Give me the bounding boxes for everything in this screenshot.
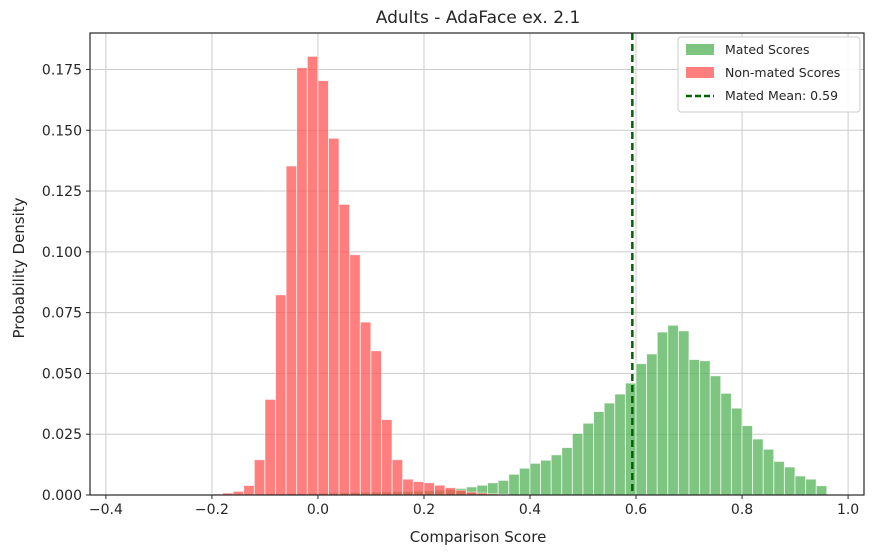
x-tick-label-7: 1.0 [837,502,859,518]
bar-series-1-bin-28 [402,478,414,496]
bar-series-0-bin-39 [614,393,626,496]
bar-series-1-bin-31 [434,484,446,496]
bar-series-0-bin-53 [762,448,775,496]
bar-series-0-bin-31 [529,462,541,496]
x-tick-label-5: 0.6 [625,502,647,518]
bar-series-1-bin-14 [253,459,266,496]
y-tick-label-2: 0.050 [42,366,82,382]
bar-series-0-bin-27 [487,482,499,496]
chart-title: Adults - AdaFace ex. 2.1 [376,8,581,28]
bar-series-0-bin-57 [805,478,817,496]
bar-series-1-bin-13 [243,485,255,496]
bar-series-0-bin-50 [731,407,743,496]
bar-series-0-bin-29 [508,473,520,496]
bar-series-1-bin-24 [359,321,372,496]
bar-series-0-bin-33 [550,454,563,496]
x-tick-label-6: 0.8 [731,502,753,518]
bar-series-1-bin-20 [317,80,329,496]
bar-series-0-bin-36 [582,422,594,496]
y-axis-label: Probability Density [10,197,28,338]
x-tick-label-3: 0.2 [413,502,435,518]
bar-series-1-bin-16 [275,294,287,496]
bar-series-0-bin-47 [699,360,711,496]
bar-series-0-bin-37 [593,411,605,496]
bar-series-0-bin-48 [709,375,722,496]
bar-series-0-bin-49 [720,392,732,496]
bar-series-0-bin-41 [635,363,647,496]
bar-series-0-bin-44 [667,324,679,496]
legend-label-mated: Mated Scores [725,42,809,57]
x-tick-label-4: 0.4 [519,502,541,518]
bar-series-0-bin-45 [678,330,690,496]
y-tick-label-7: 0.175 [42,62,82,78]
legend-label-mated-mean: Mated Mean: 0.59 [725,88,838,103]
bar-series-0-bin-32 [540,459,552,496]
bar-series-0-bin-51 [741,425,753,496]
bar-series-0-bin-42 [646,353,658,496]
legend-box [677,36,861,113]
bar-series-0-bin-55 [784,466,796,496]
plot-frame [89,32,865,496]
legend: Mated Scores Non-mated Scores Mated Mean… [677,36,861,113]
y-tick-label-4: 0.100 [42,245,82,261]
y-tick-label-1: 0.025 [42,427,82,443]
bar-series-1-bin-32 [444,487,457,496]
bar-series-1-bin-21 [328,137,340,496]
bar-series-0-bin-28 [497,480,510,496]
x-tick-label-2: 0.0 [307,502,329,518]
bar-series-0-bin-46 [688,359,700,496]
bar-series-1-bin-25 [370,350,382,496]
bar-series-1-bin-15 [264,399,276,496]
bar-series-1-bin-19 [306,55,319,496]
x-axis-label: Comparison Score [410,528,547,546]
bar-series-1-bin-27 [391,459,404,496]
bar-series-0-bin-54 [773,461,785,496]
x-tick-label-1: −0.2 [195,502,229,518]
x-axis-ticks: −0.4 −0.2 0.0 0.2 0.4 0.6 0.8 1.0 [89,495,859,518]
bar-series-0-bin-52 [752,438,764,496]
bar-series-1-bin-17 [285,165,297,496]
bar-series-0-bin-43 [656,331,669,496]
legend-label-non-mated: Non-mated Scores [725,65,840,80]
bar-series-1-bin-26 [381,419,393,496]
bar-series-0-bin-38 [603,402,616,496]
bar-series-1-bin-23 [349,254,361,496]
y-axis-ticks: 0.000 0.025 0.050 0.075 0.100 0.125 0.150 0.175 [42,62,90,504]
y-tick-label-6: 0.150 [42,123,82,139]
bar-series-1-bin-30 [423,482,435,496]
y-tick-label-3: 0.075 [42,306,82,322]
legend-swatch-mated [686,44,714,55]
y-tick-label-0: 0.000 [42,488,82,504]
bar-series-0-bin-58 [815,485,828,496]
bar-series-1-bin-29 [412,481,425,496]
bar-series-1-bin-18 [296,67,308,496]
bar-series-1-bin-33 [455,489,467,496]
bar-series-0-bin-56 [794,475,806,496]
histogram-bars [105,55,828,496]
bar-series-0-bin-30 [519,467,531,496]
bar-series-0-bin-35 [572,433,584,496]
x-tick-label-0: −0.4 [89,502,123,518]
bar-series-0-bin-40 [625,382,637,496]
bar-series-1-bin-22 [338,204,351,496]
y-tick-label-5: 0.125 [42,184,82,200]
legend-swatch-non-mated [686,67,714,78]
bar-series-0-bin-34 [561,447,573,496]
